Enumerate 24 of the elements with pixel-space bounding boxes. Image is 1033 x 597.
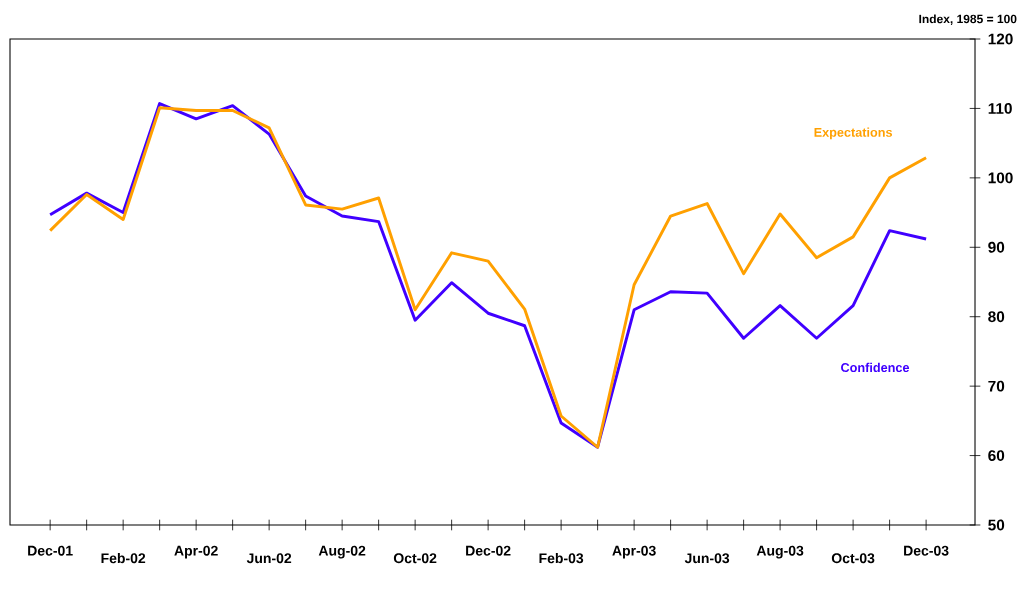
x-tick-label: Apr-02 <box>174 545 218 559</box>
text: Expectations <box>814 127 892 140</box>
x-tick-label: Dec-03 <box>904 545 949 556</box>
y-axis-title: Index, 1985 = 100 <box>919 14 1017 25</box>
y-tick-label: 100 <box>988 172 1013 184</box>
x-tick-label: Aug-02 <box>318 545 366 559</box>
x-tick-label: Jun-02 <box>246 553 292 564</box>
x-tick-label: Oct-03 <box>831 553 875 564</box>
x-tick-label: Oct-02 <box>393 553 437 564</box>
y-tick-label: 50 <box>988 519 1005 531</box>
x-tick-label: Apr-03 <box>612 545 656 559</box>
y-tick-label: 120 <box>988 33 1013 45</box>
y-tick-label: 70 <box>988 380 1005 392</box>
x-tick-label: Feb-03 <box>539 552 584 564</box>
y-tick-label: 60 <box>988 450 1005 461</box>
y-tick-label: 80 <box>988 311 1005 323</box>
x-tick-label: Dec-02 <box>466 545 511 556</box>
y-tick-label: 110 <box>988 103 1012 114</box>
text: Confidence <box>841 362 910 373</box>
x-tick-label: Aug-03 <box>756 545 804 559</box>
x-tick-label: Feb-02 <box>101 552 146 564</box>
y-tick-label: 90 <box>988 241 1005 253</box>
x-tick-label: Jun-03 <box>684 553 730 564</box>
x-tick-label: Dec-01 <box>28 545 73 556</box>
